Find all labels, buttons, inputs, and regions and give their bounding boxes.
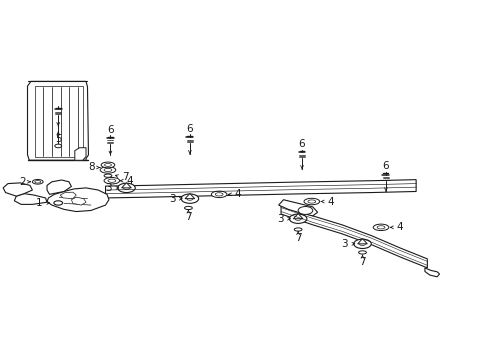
Ellipse shape (215, 193, 223, 196)
Polygon shape (35, 86, 82, 157)
Ellipse shape (289, 214, 306, 224)
Ellipse shape (123, 186, 129, 189)
Polygon shape (27, 81, 88, 160)
Text: 5: 5 (55, 134, 61, 144)
Ellipse shape (118, 183, 135, 193)
Polygon shape (105, 180, 415, 198)
Ellipse shape (353, 239, 370, 248)
Ellipse shape (186, 197, 193, 200)
Ellipse shape (104, 168, 112, 172)
Polygon shape (184, 194, 194, 199)
Text: 1: 1 (35, 198, 42, 208)
Polygon shape (424, 268, 439, 277)
Ellipse shape (104, 163, 111, 166)
Ellipse shape (104, 174, 112, 177)
Ellipse shape (54, 201, 62, 205)
Text: 7: 7 (122, 172, 128, 182)
Ellipse shape (359, 242, 365, 246)
Text: 8: 8 (88, 162, 95, 172)
Text: 7: 7 (294, 233, 301, 243)
Polygon shape (47, 180, 71, 194)
Text: 6: 6 (382, 161, 388, 171)
Polygon shape (47, 188, 109, 212)
Ellipse shape (32, 180, 43, 184)
Ellipse shape (294, 217, 301, 220)
Text: 4: 4 (395, 222, 402, 232)
Text: 2: 2 (19, 177, 25, 187)
Polygon shape (60, 192, 76, 199)
Ellipse shape (304, 198, 319, 205)
Text: 6: 6 (107, 125, 114, 135)
Ellipse shape (55, 144, 61, 148)
Polygon shape (281, 205, 427, 268)
Ellipse shape (358, 251, 366, 254)
Text: 3: 3 (105, 183, 112, 193)
Polygon shape (357, 239, 366, 244)
Polygon shape (75, 148, 86, 160)
Ellipse shape (100, 167, 116, 173)
Text: 7: 7 (185, 212, 191, 221)
Ellipse shape (294, 228, 302, 231)
Ellipse shape (372, 224, 388, 230)
Ellipse shape (184, 206, 192, 210)
Ellipse shape (307, 200, 315, 203)
Polygon shape (293, 213, 303, 219)
Polygon shape (278, 200, 317, 216)
Polygon shape (71, 197, 86, 205)
Text: 6: 6 (298, 139, 305, 149)
Text: 3: 3 (277, 214, 284, 224)
Text: 4: 4 (326, 197, 333, 207)
Ellipse shape (35, 180, 41, 183)
Ellipse shape (108, 179, 116, 182)
Ellipse shape (298, 207, 312, 215)
Polygon shape (14, 194, 47, 204)
Ellipse shape (211, 191, 226, 198)
Text: 3: 3 (341, 239, 347, 249)
Polygon shape (122, 183, 131, 188)
Text: 6: 6 (186, 124, 193, 134)
Text: 4: 4 (126, 176, 132, 186)
Ellipse shape (376, 226, 384, 229)
Ellipse shape (181, 194, 198, 203)
Ellipse shape (101, 162, 115, 168)
Text: 4: 4 (234, 189, 241, 199)
Polygon shape (3, 183, 32, 196)
Ellipse shape (104, 177, 120, 184)
Text: 7: 7 (359, 257, 365, 267)
Text: 3: 3 (169, 194, 175, 204)
